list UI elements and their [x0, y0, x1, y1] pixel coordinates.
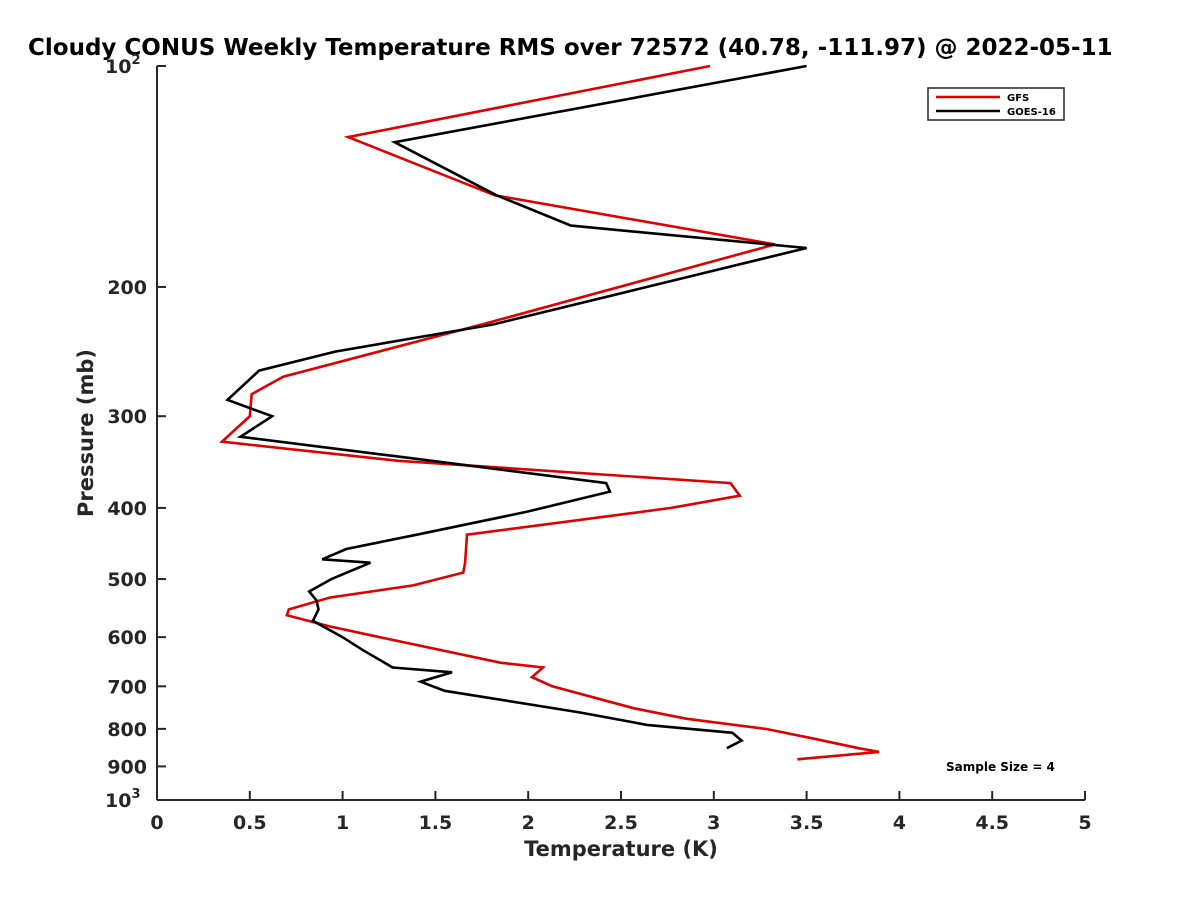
series-layer: [219, 64, 880, 761]
y-tick-label: 103: [105, 787, 141, 812]
legend-label-gfs: GFS: [1007, 93, 1029, 104]
y-tick-label: 400: [107, 498, 147, 520]
series-line-goes-16: [225, 64, 807, 750]
y-tick-label: 102: [105, 53, 141, 78]
y-axis-label: Pressure (mb): [74, 349, 98, 517]
legend: GFS GOES-16: [927, 87, 1065, 121]
x-tick-label: 3.5: [790, 812, 824, 834]
x-tick-label: 2: [522, 812, 535, 834]
x-tick-label: 3: [707, 812, 720, 834]
series-line-gfs: [219, 64, 880, 761]
x-tick-label: 5: [1078, 812, 1091, 834]
legend-box: [927, 87, 1065, 121]
legend-label-goes-16: GOES-16: [1007, 107, 1056, 118]
x-tick-label: 1: [336, 812, 349, 834]
y-tick-base: 10: [105, 790, 131, 812]
plot-area: [156, 66, 1085, 801]
y-tick-label: 900: [107, 756, 147, 778]
x-tick-label: 2.5: [604, 812, 638, 834]
x-axis-label: Temperature (K): [524, 837, 718, 861]
y-tick-label: 300: [107, 406, 147, 428]
plot-background: [157, 66, 1085, 800]
y-tick-label: 200: [107, 277, 147, 299]
sample-size-annotation: Sample Size = 4: [946, 760, 1055, 774]
x-tick-label: 0.5: [233, 812, 267, 834]
chart-title: Cloudy CONUS Weekly Temperature RMS over…: [28, 35, 1113, 61]
y-tick-label: 800: [107, 719, 147, 741]
x-ticks: 0 0.5 1 1.5 2 2.5 3 3.5 4 4.5 5: [150, 791, 1092, 834]
y-tick-label: 700: [107, 676, 147, 698]
y-tick-base: 10: [105, 56, 131, 78]
y-tick-exponent: 3: [131, 787, 140, 802]
y-tick-label: 500: [107, 569, 147, 591]
x-tick-label: 4: [893, 812, 906, 834]
y-tick-exponent: 2: [131, 53, 140, 68]
x-tick-label: 0: [150, 812, 163, 834]
x-tick-label: 1.5: [419, 812, 453, 834]
x-tick-label: 4.5: [975, 812, 1009, 834]
y-tick-label: 600: [107, 627, 147, 649]
